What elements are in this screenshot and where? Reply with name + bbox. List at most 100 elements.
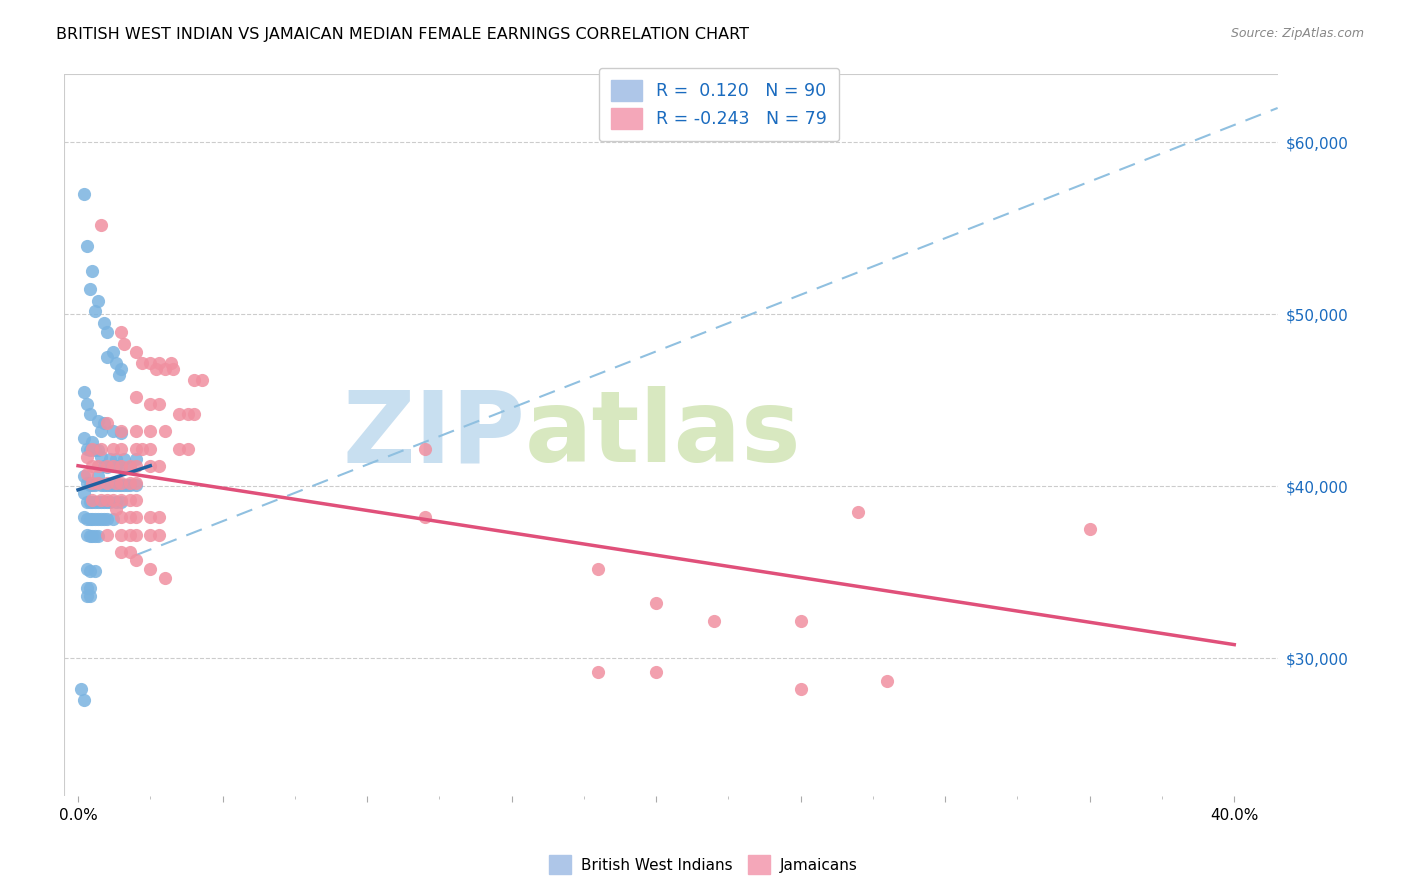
Point (82, 493, 104, 508)
Point (125, 345, 148, 359)
Point (104, 451, 127, 466)
Point (120, 475, 142, 490)
Point (645, 665, 668, 680)
Point (107, 368, 129, 382)
Point (703, 614, 725, 628)
Point (120, 527, 142, 541)
Point (153, 362, 176, 376)
Point (87, 414, 110, 428)
Point (139, 442, 162, 456)
Point (120, 493, 142, 508)
Point (98, 451, 121, 466)
Point (93, 512, 115, 526)
Point (93, 477, 115, 491)
Text: atlas: atlas (524, 386, 801, 483)
Point (110, 460, 132, 475)
Point (76, 450, 98, 464)
Point (120, 477, 142, 491)
Point (79, 512, 101, 526)
Point (87, 475, 110, 490)
Point (183, 407, 205, 421)
Point (139, 458, 162, 473)
Point (101, 493, 124, 508)
Point (82, 512, 104, 526)
Point (110, 510, 132, 524)
Point (87, 495, 110, 509)
Point (96, 527, 118, 541)
Point (87, 293, 110, 308)
Point (101, 425, 124, 439)
Point (84, 564, 107, 578)
Point (110, 362, 132, 376)
Point (120, 545, 142, 559)
Point (90, 512, 112, 526)
Point (125, 510, 148, 524)
Point (112, 451, 135, 466)
Point (79, 407, 101, 421)
Point (84, 512, 107, 526)
Legend: R =  0.120   N = 90, R = -0.243   N = 79: R = 0.120 N = 90, R = -0.243 N = 79 (599, 68, 839, 142)
Point (145, 362, 167, 376)
Point (110, 545, 132, 559)
Point (125, 475, 148, 490)
Point (148, 527, 170, 541)
Point (110, 442, 132, 456)
Point (87, 443, 110, 458)
Point (76, 512, 98, 526)
Point (148, 397, 170, 411)
Point (148, 458, 170, 473)
Point (79, 581, 101, 595)
Point (115, 477, 138, 491)
Point (125, 390, 148, 404)
Point (101, 458, 124, 473)
Point (73, 469, 96, 483)
Point (79, 529, 101, 543)
Point (125, 553, 148, 567)
Point (90, 218, 112, 232)
Point (93, 416, 115, 430)
Point (588, 665, 610, 680)
Point (73, 510, 96, 524)
Point (139, 355, 162, 369)
Point (104, 475, 127, 490)
Point (107, 477, 129, 491)
Point (104, 495, 127, 509)
Point (167, 407, 190, 421)
Point (139, 562, 162, 576)
Point (139, 527, 162, 541)
Point (96, 493, 118, 508)
Point (101, 345, 124, 359)
Point (82, 477, 104, 491)
Point (73, 486, 96, 500)
Point (104, 501, 127, 516)
Point (76, 475, 98, 490)
Point (73, 384, 96, 399)
Point (125, 425, 148, 439)
Point (110, 458, 132, 473)
Text: BRITISH WEST INDIAN VS JAMAICAN MEDIAN FEMALE EARNINGS CORRELATION CHART: BRITISH WEST INDIAN VS JAMAICAN MEDIAN F… (56, 27, 749, 42)
Point (101, 477, 124, 491)
Point (101, 512, 124, 526)
Point (84, 443, 107, 458)
Point (98, 495, 121, 509)
Point (96, 460, 118, 475)
Point (120, 458, 142, 473)
Point (131, 355, 153, 369)
Point (131, 442, 153, 456)
Point (96, 477, 118, 491)
Point (87, 529, 110, 543)
Point (84, 529, 107, 543)
Point (73, 431, 96, 445)
Point (73, 186, 96, 201)
Point (98, 477, 121, 491)
Point (588, 562, 610, 576)
Point (79, 282, 101, 296)
Legend: British West Indians, Jamaicans: British West Indians, Jamaicans (543, 849, 863, 880)
Point (101, 442, 124, 456)
Point (789, 682, 811, 697)
Point (93, 316, 115, 330)
Point (82, 529, 104, 543)
Point (90, 493, 112, 508)
Point (110, 495, 132, 509)
Point (84, 477, 107, 491)
